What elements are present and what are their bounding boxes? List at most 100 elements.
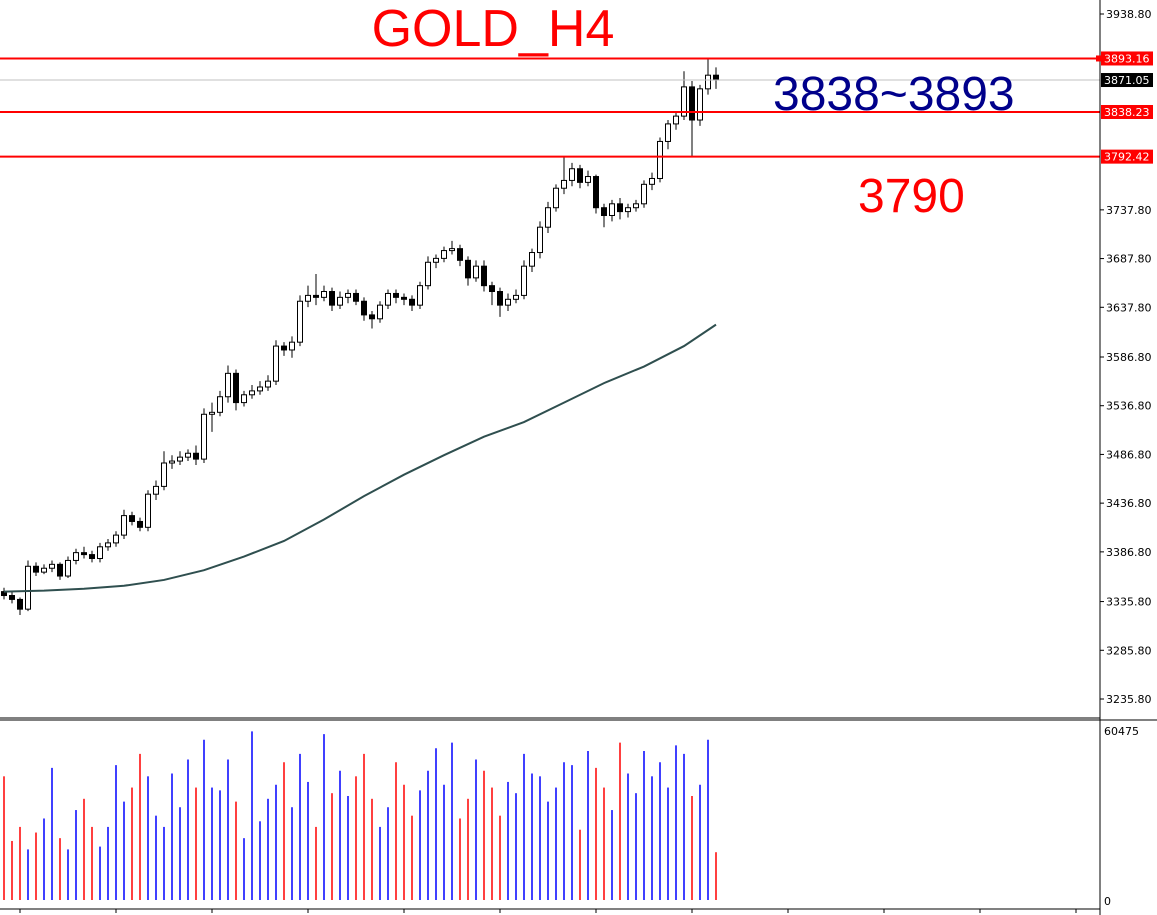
- price-tick-label: 3536.80: [1106, 400, 1152, 413]
- candle-bull: [633, 203, 639, 209]
- candle-bull: [433, 257, 439, 263]
- candle-bear: [129, 515, 135, 522]
- candle-bull: [441, 250, 447, 259]
- candle-bull: [265, 380, 271, 388]
- candle-bull: [249, 390, 255, 396]
- candle-bull: [657, 140, 663, 179]
- price-tick-label: 3938.80: [1106, 8, 1152, 21]
- candle-bull: [561, 179, 567, 189]
- candle-bull: [65, 559, 71, 577]
- candle-bull: [665, 123, 671, 142]
- moving-average-layer: [3, 323, 717, 593]
- candle-bear: [281, 345, 287, 351]
- candle-bull: [305, 294, 311, 302]
- candle-bull: [609, 203, 615, 217]
- price-tick-label: 3335.80: [1106, 596, 1152, 609]
- candle-bull: [649, 177, 655, 185]
- candle-bull: [705, 74, 711, 90]
- candle-bull: [145, 493, 151, 528]
- candle-bear: [361, 300, 367, 316]
- candle-bear: [33, 565, 39, 573]
- candle-bear: [601, 207, 607, 217]
- candle-bull: [545, 207, 551, 228]
- candle-bear: [353, 292, 359, 302]
- candle-bear: [89, 554, 95, 559]
- candles-layer: [1, 58, 719, 616]
- candle-bear: [9, 595, 15, 600]
- candle-bull: [377, 304, 383, 320]
- candle-bear: [137, 520, 143, 528]
- candle-bull: [641, 183, 647, 205]
- candle-bear: [401, 296, 407, 300]
- chart-title: GOLD_H4: [372, 0, 615, 58]
- candle-bull: [201, 413, 207, 460]
- candle-bull: [113, 534, 119, 544]
- volume-zero-label: 0: [1104, 895, 1111, 908]
- candle-bear: [409, 298, 415, 306]
- candle-bear: [193, 452, 199, 460]
- candle-bull: [417, 285, 423, 306]
- candle-bear: [313, 294, 319, 298]
- level-price-label: 3893.16: [1104, 52, 1150, 65]
- moving-average-line: [3, 323, 717, 593]
- candle-bull: [25, 565, 31, 610]
- candle-bull: [273, 345, 279, 382]
- candle-bull: [553, 187, 559, 209]
- candle-bull: [337, 296, 343, 306]
- candle-bull: [585, 176, 591, 183]
- candle-bear: [497, 291, 503, 306]
- price-tick-label: 3486.80: [1106, 448, 1152, 461]
- candle-bear: [689, 86, 695, 121]
- candle-bull: [425, 261, 431, 287]
- candle-bull: [537, 226, 543, 254]
- candle-bull: [673, 115, 679, 125]
- candle-bull: [121, 515, 127, 536]
- candle-bull: [385, 292, 391, 306]
- candle-bull: [49, 563, 55, 569]
- level-price-label: 3792.42: [1104, 151, 1150, 164]
- candle-bull: [73, 552, 79, 561]
- bid-price-label: 3871.05: [1104, 74, 1150, 87]
- level-price-label: 3838.23: [1104, 106, 1150, 119]
- candle-bear: [465, 259, 471, 279]
- candle-bull: [473, 265, 479, 279]
- level-lines-layer: [0, 57, 1100, 158]
- candle-bull: [257, 386, 263, 392]
- candle-bull: [513, 294, 519, 300]
- candle-bull: [161, 462, 167, 487]
- candle-bear: [57, 563, 63, 577]
- candle-bull: [225, 372, 231, 398]
- candle-bull: [169, 460, 175, 464]
- candle-bear: [17, 598, 23, 610]
- price-tick-label: 3637.80: [1106, 301, 1152, 314]
- price-tick-label: 3285.80: [1106, 644, 1152, 657]
- level-price-tag: [1101, 149, 1153, 164]
- price-tick-label: 3687.80: [1106, 253, 1152, 266]
- candle-bull: [449, 248, 455, 252]
- price-tick-label: 3386.80: [1106, 546, 1152, 559]
- candle-bull: [297, 300, 303, 343]
- candle-bull: [345, 292, 351, 298]
- candle-bull: [153, 485, 159, 495]
- candle-bull: [41, 567, 47, 573]
- volume-layer: [3, 731, 717, 900]
- candle-bull: [241, 394, 247, 404]
- candle-bear: [617, 203, 623, 213]
- candle-bull: [529, 252, 535, 267]
- price-tick-label: 3737.80: [1106, 204, 1152, 217]
- candle-bear: [593, 176, 599, 209]
- candle-bull: [289, 341, 295, 351]
- candle-bear: [81, 552, 87, 556]
- support-annotation: 3790: [858, 170, 965, 223]
- level-price-tag: [1101, 104, 1153, 119]
- candle-bear: [489, 285, 495, 293]
- price-tick-label: 3235.80: [1106, 693, 1152, 706]
- candle-bear: [329, 291, 335, 306]
- candle-bear: [481, 265, 487, 287]
- range-annotation: 3838~3893: [773, 68, 1015, 121]
- price-tick-label: 3436.80: [1106, 497, 1152, 510]
- candle-bull: [625, 207, 631, 213]
- candle-bull: [185, 452, 191, 458]
